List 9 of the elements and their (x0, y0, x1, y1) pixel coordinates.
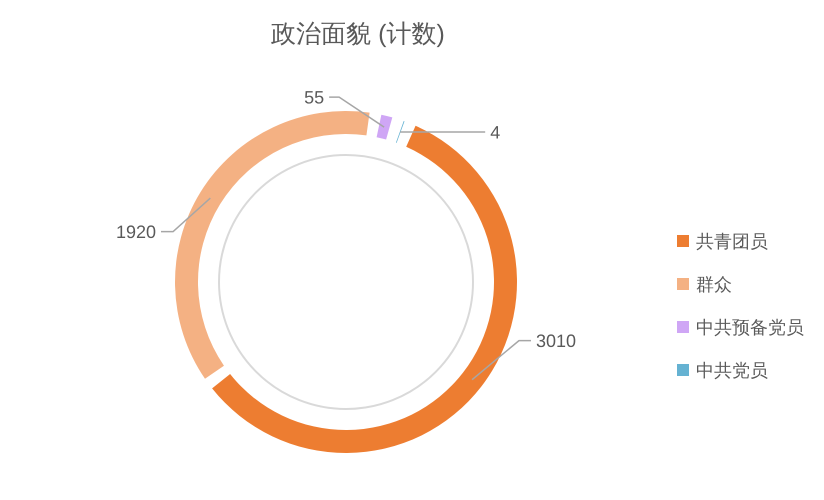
legend-label: 共青团员 (696, 231, 768, 252)
data-label: 55 (304, 87, 324, 108)
data-label: 3010 (536, 330, 576, 351)
legend-label: 中共党员 (696, 360, 768, 380)
data-label: 1920 (116, 222, 156, 242)
data-label: 4 (490, 122, 500, 142)
legend-label: 群众 (696, 274, 732, 294)
chart-title: 政治面貌 (计数) (271, 20, 445, 48)
legend-label: 中共预备党员 (696, 317, 804, 338)
